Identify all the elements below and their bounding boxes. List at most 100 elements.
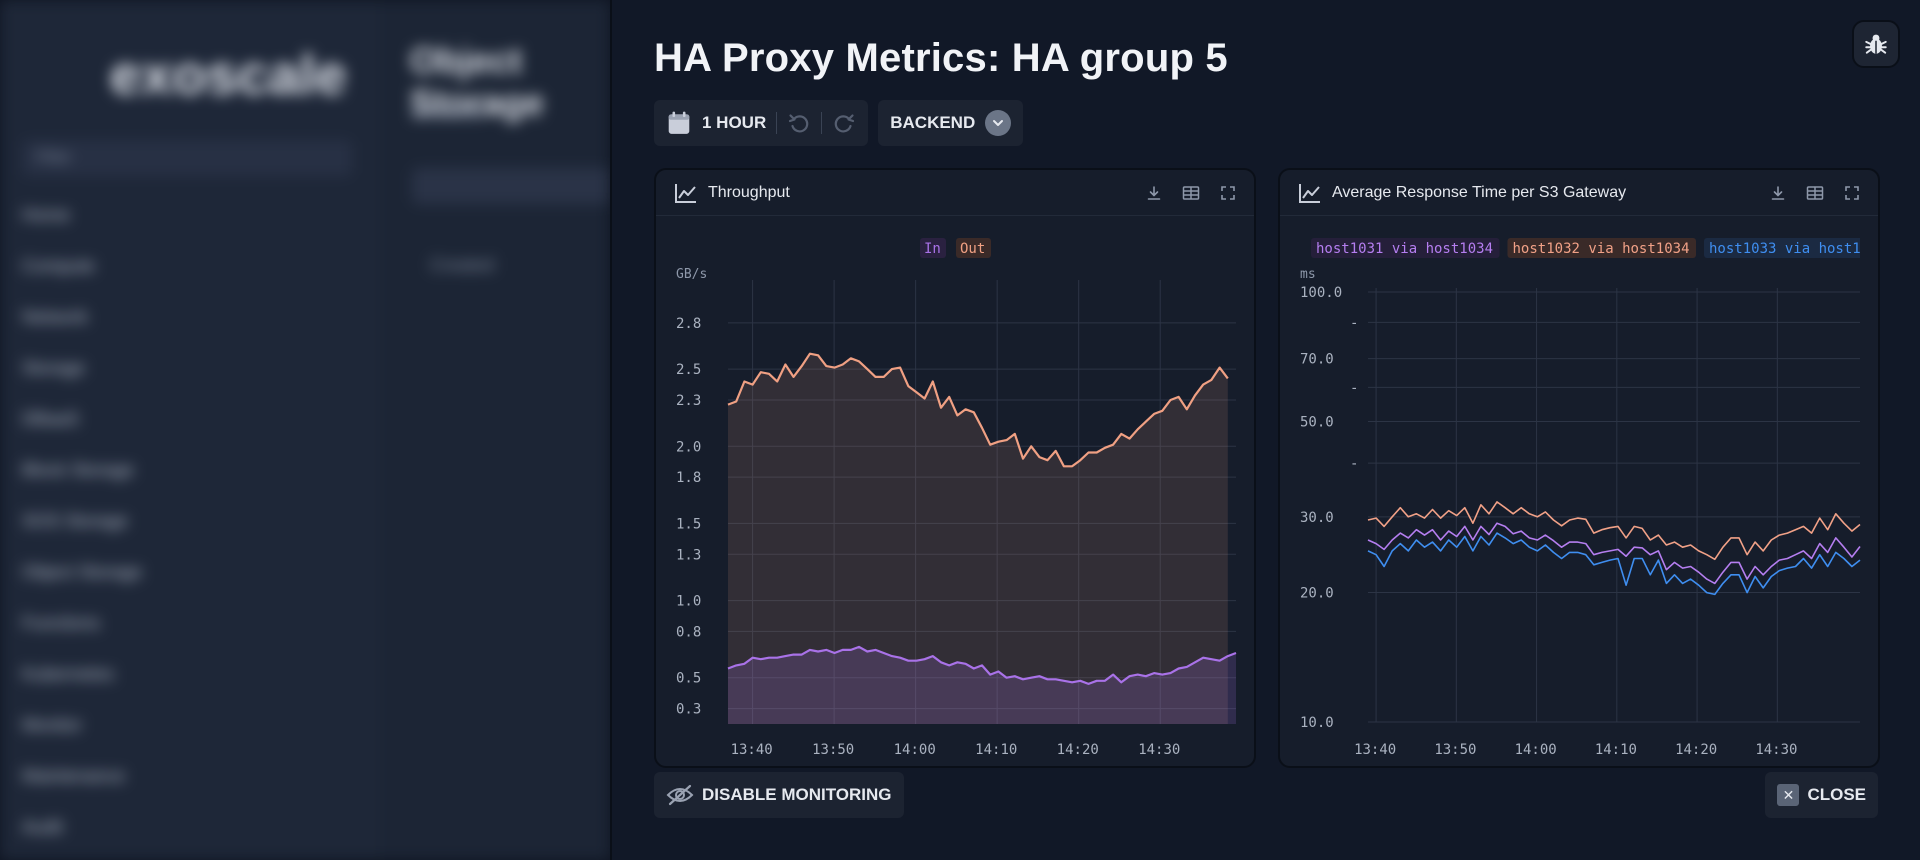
x-tick-label: 14:20 (1675, 742, 1717, 758)
y-tick-label: 70.0 (1300, 352, 1334, 368)
series-line-host1033 (1367, 532, 1861, 596)
chevron-down-icon (985, 110, 1012, 136)
x-tick-label: 13:40 (1354, 742, 1396, 758)
divider (776, 112, 778, 134)
background-page-title: Object Storage (410, 40, 545, 123)
y-tick-label: - (1350, 456, 1358, 472)
x-tick-label: 13:50 (1434, 742, 1476, 758)
x-tick-label: 14:00 (1515, 742, 1557, 758)
y-axis-label: GB/s (676, 267, 707, 282)
sidebar: exoscale Filter Home Compute Network Storag… (0, 0, 380, 860)
x-tick-label: 14:10 (975, 742, 1017, 758)
y-tick-label: 30.0 (1300, 510, 1334, 526)
legend-chip (1704, 238, 1860, 258)
time-range-selector[interactable]: 1 HOUR (666, 110, 766, 136)
y-tick-label: 2.0 (676, 439, 701, 455)
sidebar-item: Audit (22, 817, 64, 837)
series-line-host1031 (1367, 522, 1861, 585)
x-tick-label: 13:40 (731, 742, 773, 758)
legend-label: host1033 via host1034 (1709, 241, 1880, 257)
line-chart-icon (675, 183, 696, 203)
legend-label: host1031 via host1034 (1316, 241, 1493, 257)
sidebar-item: Kubernetes (22, 664, 115, 684)
throughput-chart: 0.3 0.5 0.8 1.0 1.3 1.5 1.8 2.0 2.3 2.5 2.8 13:40 13… (676, 238, 1237, 758)
response-time-chart: 100.0-70.0-50.0-30.020.010.013:40 13:50 14… (1300, 238, 1880, 758)
series-line-in (727, 645, 1237, 685)
y-tick-label: 100.0 (1300, 285, 1342, 301)
time-range-group: 1 HOUR (654, 100, 869, 146)
mode-dropdown[interactable]: BACKEND (878, 100, 1024, 146)
eye-off-icon (666, 784, 694, 806)
x-tick-label: 14:30 (1755, 742, 1797, 758)
panel-header: Average Response Time per S3 Gateway (1280, 170, 1878, 216)
undo-icon[interactable] (787, 111, 811, 135)
sidebar-item: Object Storage (22, 562, 143, 582)
legend-chip (920, 238, 946, 258)
bug-icon (1865, 34, 1887, 54)
y-tick-label: 0.8 (676, 624, 701, 640)
sidebar-item: Functions (22, 613, 101, 633)
y-tick-label: 1.5 (676, 516, 701, 532)
mode-dropdown-label: BACKEND (890, 113, 976, 132)
series-line-host1032 (1367, 501, 1861, 561)
x-tick-label: 14:30 (1138, 742, 1180, 758)
series-line-out (727, 352, 1229, 468)
fullscreen-icon[interactable] (1220, 185, 1236, 201)
close-icon: ✕ (1777, 784, 1800, 806)
panel-title: Average Response Time per S3 Gateway (1332, 183, 1627, 201)
y-tick-label: 10.0 (1300, 715, 1334, 731)
y-tick-label: 20.0 (1300, 586, 1334, 602)
close-button[interactable]: ✕ CLOSE (1765, 772, 1878, 818)
modal-title: HA Proxy Metrics: HA group 5 (654, 36, 1228, 80)
y-tick-label: - (1350, 315, 1358, 331)
x-tick-label: 14:20 (1057, 742, 1099, 758)
sidebar-item: Home (22, 205, 71, 225)
close-label: CLOSE (1807, 785, 1866, 804)
sidebar-item: DBaaS (22, 409, 80, 429)
y-tick-label: 2.5 (676, 362, 701, 378)
sidebar-item: Maintenance (22, 766, 126, 786)
legend-chip (956, 238, 991, 258)
calendar-icon (668, 111, 690, 134)
download-icon[interactable] (1146, 185, 1162, 201)
y-tick-label: - (1350, 380, 1358, 396)
redo-icon[interactable] (832, 111, 856, 135)
divider (821, 112, 823, 134)
panel-title: Throughput (708, 183, 790, 201)
y-tick-label: 2.3 (676, 393, 701, 409)
report-bug-button[interactable] (1852, 20, 1900, 68)
background-app: exoscale Filter Home Compute Network Storag… (0, 0, 610, 860)
table-icon[interactable] (1806, 185, 1824, 201)
x-tick-label: 14:10 (1595, 742, 1637, 758)
legend-label: In (924, 241, 941, 257)
y-axis-label: ms (1300, 267, 1316, 282)
metrics-modal: HA Proxy Metrics: HA group 5 1 HOUR (610, 0, 1920, 860)
y-tick-label: 50.0 (1300, 414, 1334, 430)
table-icon[interactable] (1182, 185, 1200, 201)
y-tick-label: 2.8 (676, 316, 701, 332)
disable-monitoring-button[interactable]: DISABLE MONITORING (654, 772, 904, 818)
sidebar-item: Network (22, 307, 89, 327)
background-page-subtitle: Buckets (412, 102, 484, 124)
sidebar-item: SOS Storage (22, 511, 129, 531)
fullscreen-icon[interactable] (1844, 185, 1860, 201)
legend-label: host1032 via host1034 (1513, 241, 1690, 257)
toolbar: 1 HOUR BACKEND (654, 100, 1024, 146)
y-tick-label: 1.0 (676, 594, 701, 610)
legend-chip (1311, 238, 1500, 258)
response-time-panel: Average Response Time per S3 Gateway 100… (1278, 168, 1880, 768)
legend-label: Out (960, 241, 985, 257)
app-logo: exoscale (110, 43, 347, 106)
series-area-out (728, 353, 1228, 724)
sidebar-item: Compute (22, 256, 96, 276)
x-tick-label: 13:50 (812, 742, 854, 758)
y-tick-label: 0.3 (676, 702, 701, 718)
download-icon[interactable] (1770, 185, 1786, 201)
background-action-button (412, 168, 610, 204)
x-tick-label: 14:00 (894, 742, 936, 758)
y-tick-label: 1.3 (676, 547, 701, 563)
line-chart-icon (1299, 183, 1320, 203)
legend-chip (1507, 238, 1696, 258)
disable-monitoring-label: DISABLE MONITORING (702, 785, 892, 804)
throughput-panel: Throughput 0.3 0.5 0.8 1.0 1.3 1.5 1.8 2.0 2.3 2.… (654, 168, 1256, 768)
